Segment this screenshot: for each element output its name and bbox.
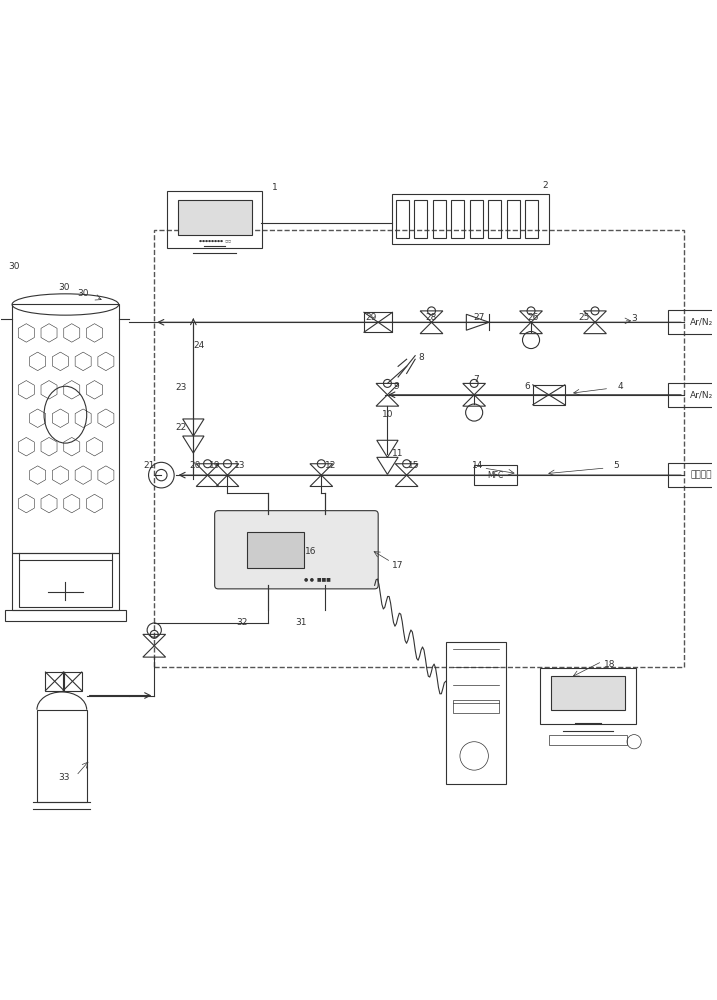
- Text: 14: 14: [472, 461, 483, 470]
- Bar: [364, 312, 392, 332]
- Text: 20: 20: [189, 461, 201, 470]
- Text: 15: 15: [408, 461, 419, 470]
- Bar: [507, 200, 520, 238]
- Bar: [5, 610, 125, 621]
- Text: 29: 29: [366, 313, 376, 322]
- Bar: [392, 194, 549, 244]
- Bar: [433, 200, 446, 238]
- Text: 12: 12: [325, 461, 336, 470]
- Text: 30: 30: [9, 262, 20, 271]
- Text: 28: 28: [426, 313, 437, 322]
- Text: 30: 30: [58, 283, 70, 292]
- FancyBboxPatch shape: [178, 200, 252, 235]
- Text: 33: 33: [58, 773, 70, 782]
- Bar: [470, 200, 483, 238]
- Text: 21: 21: [143, 461, 155, 470]
- Text: 24: 24: [194, 341, 204, 350]
- Text: 9: 9: [393, 382, 399, 391]
- Bar: [19, 560, 112, 607]
- Bar: [446, 642, 506, 784]
- Bar: [453, 700, 499, 713]
- Bar: [452, 200, 464, 238]
- Text: 6: 6: [525, 382, 531, 391]
- Text: 26: 26: [528, 313, 539, 322]
- Text: 5: 5: [614, 461, 619, 470]
- Text: 32: 32: [236, 618, 247, 627]
- Text: ● ●  ■■■: ● ● ■■■: [304, 576, 331, 581]
- Text: 8: 8: [418, 353, 424, 362]
- Text: 7: 7: [473, 375, 479, 384]
- Bar: [154, 230, 684, 667]
- Bar: [63, 672, 82, 691]
- Bar: [549, 735, 627, 745]
- Bar: [396, 200, 409, 238]
- Text: 22: 22: [176, 423, 187, 432]
- Text: 10: 10: [381, 410, 393, 419]
- Text: ●●●●●●●●  ◻◻: ●●●●●●●● ◻◻: [199, 239, 231, 243]
- Text: 30: 30: [77, 289, 89, 298]
- Bar: [414, 200, 427, 238]
- Text: MFC: MFC: [488, 471, 503, 480]
- Bar: [37, 710, 87, 802]
- Text: Ar/N₂: Ar/N₂: [690, 318, 713, 327]
- FancyBboxPatch shape: [214, 511, 378, 589]
- Bar: [45, 672, 64, 691]
- Text: 4: 4: [617, 382, 622, 391]
- Bar: [533, 385, 565, 405]
- Text: 液体样品: 液体样品: [691, 471, 713, 480]
- Bar: [12, 553, 119, 610]
- Text: 27: 27: [473, 313, 485, 322]
- Bar: [247, 532, 303, 568]
- Bar: [526, 200, 538, 238]
- Bar: [488, 200, 501, 238]
- Text: 25: 25: [579, 313, 590, 322]
- Text: 16: 16: [305, 547, 316, 556]
- Text: Ar/N₂: Ar/N₂: [690, 390, 713, 399]
- Text: 19: 19: [209, 461, 220, 470]
- Text: 17: 17: [392, 561, 404, 570]
- Bar: [551, 676, 625, 710]
- Bar: [12, 304, 119, 553]
- Text: 11: 11: [392, 449, 404, 458]
- Text: 23: 23: [176, 383, 187, 392]
- Bar: [474, 465, 517, 485]
- Text: 1: 1: [272, 183, 278, 192]
- Text: 31: 31: [295, 618, 307, 627]
- Text: 3: 3: [631, 314, 637, 323]
- Text: 13: 13: [234, 461, 245, 470]
- Text: 18: 18: [604, 660, 615, 669]
- Text: 2: 2: [543, 181, 548, 190]
